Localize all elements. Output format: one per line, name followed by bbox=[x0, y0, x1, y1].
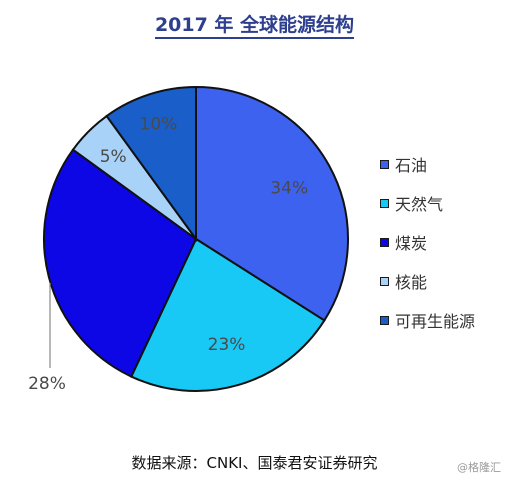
legend-swatch-oil bbox=[380, 159, 389, 169]
legend-label-nuclear: 核能 bbox=[395, 273, 428, 292]
legend-item-oil: 石油 bbox=[380, 154, 475, 175]
data-label-renewable: 10% bbox=[140, 114, 178, 134]
source-note: 数据来源：CNKI、国泰君安证券研究 bbox=[131, 454, 378, 472]
pie-slice-coal bbox=[43, 148, 198, 378]
legend-swatch-renewable bbox=[380, 315, 389, 325]
pie-slice-renewable bbox=[105, 85, 197, 243]
legend-item-nuclear: 核能 bbox=[380, 271, 475, 292]
legend-swatch-nuclear bbox=[380, 276, 389, 286]
legend-label-renewable: 可再生能源 bbox=[395, 312, 476, 331]
legend-label-coal: 煤炭 bbox=[395, 234, 428, 253]
pie-slice-gas bbox=[129, 237, 326, 392]
data-label-gas: 23% bbox=[208, 335, 246, 355]
legend-item-coal: 煤炭 bbox=[380, 232, 475, 253]
legend-label-gas: 天然气 bbox=[395, 195, 444, 214]
watermark: @格隆汇 bbox=[457, 461, 501, 474]
data-label-coal: 28% bbox=[28, 374, 66, 394]
legend-swatch-coal bbox=[380, 237, 389, 247]
legend-label-oil: 石油 bbox=[395, 156, 428, 175]
legend: 石油 天然气 煤炭 核能 可再生能源 bbox=[380, 154, 475, 349]
legend-item-renewable: 可再生能源 bbox=[380, 310, 476, 331]
legend-swatch-gas bbox=[380, 198, 389, 208]
data-label-oil: 34% bbox=[270, 179, 308, 199]
data-label-nuclear: 5% bbox=[100, 147, 127, 167]
chart-title-text: 2017 年 全球能源结构 bbox=[154, 14, 355, 39]
chart-title: 2017 年 全球能源结构 bbox=[0, 10, 509, 39]
legend-item-gas: 天然气 bbox=[380, 193, 475, 214]
